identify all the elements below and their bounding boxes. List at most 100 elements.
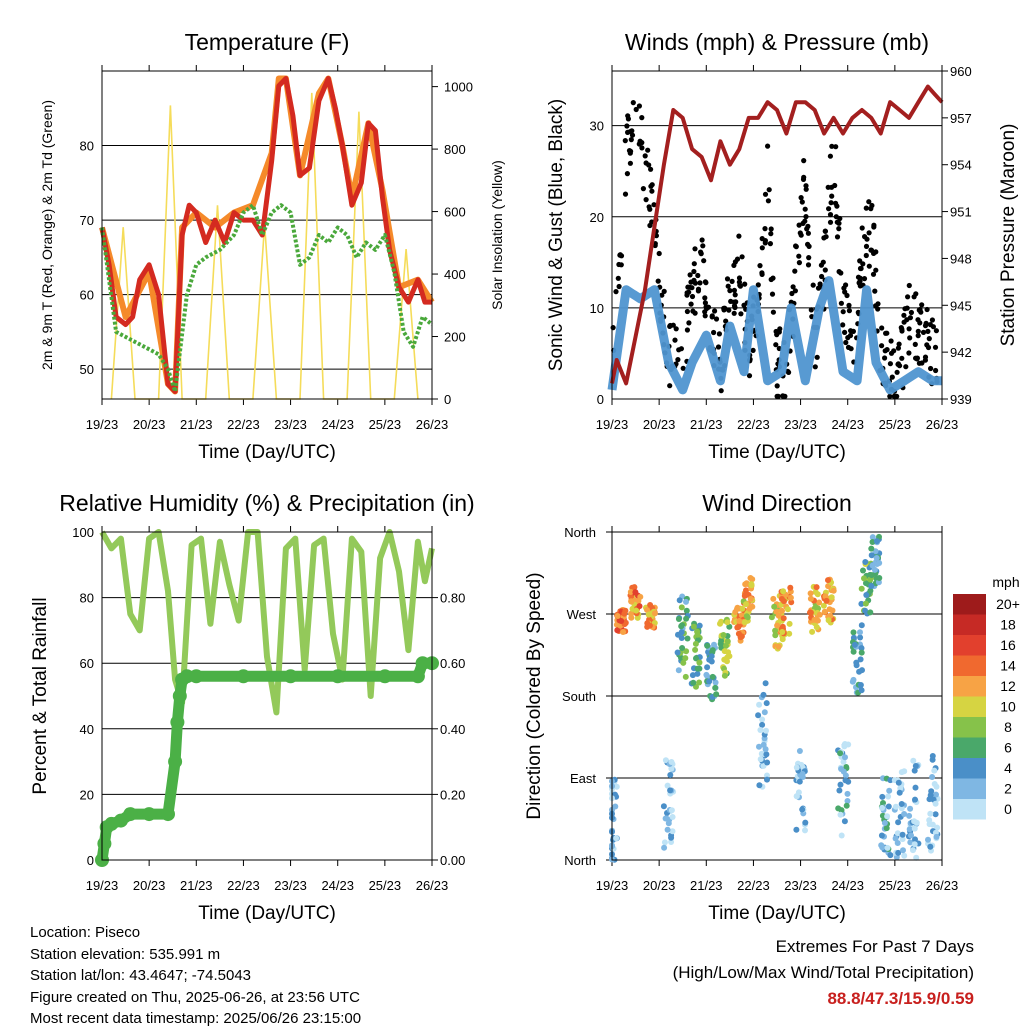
gust-dot [736,275,743,281]
direction-dot [743,580,750,587]
gust-dot [843,339,849,346]
gust-dot [888,338,894,344]
direction-dot [696,622,703,629]
y-axis-label-1: Sonic Wind & Gust (Blue, Black) [546,99,567,371]
gust-dot [817,281,823,287]
gust-dot [912,341,918,347]
direction-dot [907,805,914,812]
direction-dot [724,638,731,645]
direction-dot [762,746,769,753]
gust-dot [742,281,748,287]
colorbar-label-3: 14 [1000,658,1016,674]
direction-dot [933,791,939,798]
gust-dot [680,365,686,371]
direction-dot [858,649,865,656]
gust-dot [762,226,768,232]
gust-dot [863,252,869,259]
series-rainfall-line [96,657,438,866]
gust-dot [656,250,662,257]
y-tick-label-3-4: North [564,525,596,540]
gust-dot [901,312,907,318]
gust-dot [906,350,912,356]
direction-dot [884,813,891,820]
gust-dot [840,322,846,328]
gust-dot [895,345,902,351]
x-tick-label-2-0: 19/23 [86,878,119,893]
x-tick-label-2-4: 23/23 [274,878,307,893]
gust-dot [866,263,872,269]
direction-dot [929,774,936,780]
direction-dot [894,840,901,846]
gust-dot [815,285,822,291]
colorbar-label-7: 6 [1004,740,1012,756]
gust-dot [643,197,649,203]
x-tick-label-1-2: 21/23 [690,417,723,432]
gust-dot [863,243,870,249]
direction-dot [899,831,906,838]
direction-dot [883,825,890,832]
gust-dot [806,255,812,261]
gust-dot [765,198,772,204]
rainfall-dot [410,669,425,684]
direction-dot [706,656,713,663]
gust-dot [838,300,845,306]
gust-dot [731,310,737,316]
direction-dot [911,825,918,832]
gust-dot [610,325,616,331]
gust-dot [627,160,634,166]
direction-dot [644,606,650,613]
gust-dot [768,276,774,283]
gust-dot [906,326,912,332]
direction-dot [621,610,628,617]
direction-dot [858,600,865,607]
direction-dot [787,584,794,591]
series-gust-dots [610,100,940,399]
direction-dot [689,672,696,679]
y2-tick-label-2-3: 0.60 [440,656,465,671]
series-wind-line [607,276,942,395]
gust-dot [891,393,897,399]
direction-dot [669,814,676,820]
gust-dot [799,199,805,205]
gust-dot [765,143,771,149]
gust-dot [796,253,802,259]
gust-dot [622,138,628,144]
y-tick-label-2-4: 80 [80,591,94,606]
direction-dot [837,781,844,788]
gust-dot [916,307,922,313]
gust-dot [667,383,673,389]
x-tick-label-0-6: 25/23 [369,417,402,432]
x-tick-label-2-6: 25/23 [369,878,402,893]
gust-dot [836,269,842,275]
gust-dot [738,311,744,317]
gust-dot [871,222,877,228]
direction-dot [884,844,891,851]
gust-dot [899,326,905,332]
gust-dot [915,333,921,339]
direction-dot [734,624,741,631]
gust-dot [723,318,729,324]
direction-dot [813,624,820,631]
gust-dot [829,143,835,149]
extremes-subtitle: (High/Low/Max Wind/Total Precipitation) [672,963,974,982]
extremes-box: Extremes For Past 7 Days (High/Low/Max W… [673,934,974,1012]
gust-dot [624,123,630,129]
direction-dot [778,596,785,602]
gust-dot [709,314,715,320]
gust-dot [929,317,936,323]
direction-dot [878,842,885,849]
direction-dot [680,659,687,666]
gust-dot [713,316,720,322]
direction-dot [627,589,634,595]
gust-dot [786,369,792,375]
direction-dot [898,805,905,812]
y2-tick-label-0-5: 1000 [444,80,473,95]
direction-dot [858,622,865,629]
colorbar-swatch-9 [953,778,986,799]
gust-dot [793,244,799,250]
direction-dot [862,559,869,565]
direction-dot [696,659,703,666]
y2-tick-label-2-2: 0.40 [440,722,465,737]
direction-dot [807,590,814,597]
direction-dot [842,772,849,779]
